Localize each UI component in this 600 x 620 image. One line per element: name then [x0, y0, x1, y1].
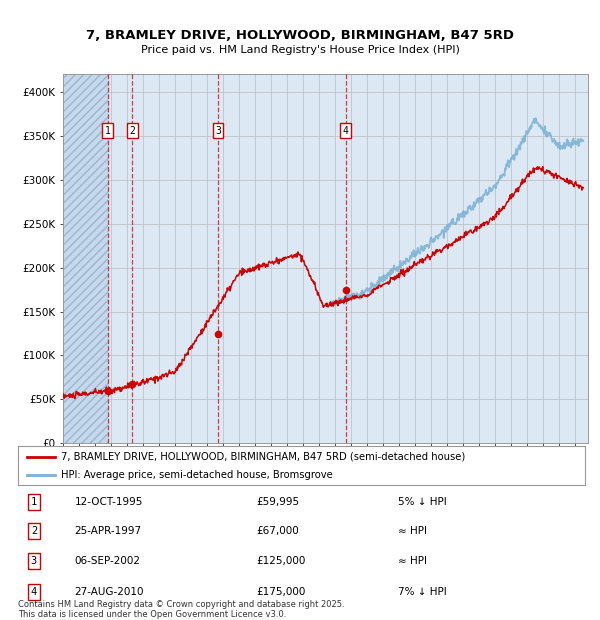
Text: ≈ HPI: ≈ HPI	[398, 556, 427, 566]
Text: 7% ↓ HPI: 7% ↓ HPI	[398, 587, 446, 597]
Text: £175,000: £175,000	[256, 587, 305, 597]
Text: 1: 1	[105, 126, 110, 136]
Text: 7, BRAMLEY DRIVE, HOLLYWOOD, BIRMINGHAM, B47 5RD (semi-detached house): 7, BRAMLEY DRIVE, HOLLYWOOD, BIRMINGHAM,…	[61, 452, 465, 462]
Text: £125,000: £125,000	[256, 556, 305, 566]
Text: 06-SEP-2002: 06-SEP-2002	[75, 556, 140, 566]
Bar	[63, 74, 107, 443]
Text: 2: 2	[31, 526, 37, 536]
Text: HPI: Average price, semi-detached house, Bromsgrove: HPI: Average price, semi-detached house,…	[61, 470, 332, 480]
Text: 25-APR-1997: 25-APR-1997	[75, 526, 142, 536]
Text: 3: 3	[31, 556, 37, 566]
Text: 27-AUG-2010: 27-AUG-2010	[75, 587, 144, 597]
Text: 1: 1	[31, 497, 37, 507]
Text: 5% ↓ HPI: 5% ↓ HPI	[398, 497, 446, 507]
Text: Price paid vs. HM Land Registry's House Price Index (HPI): Price paid vs. HM Land Registry's House …	[140, 45, 460, 55]
Text: 3: 3	[215, 126, 221, 136]
Text: 4: 4	[31, 587, 37, 597]
Text: 4: 4	[343, 126, 349, 136]
Text: 7, BRAMLEY DRIVE, HOLLYWOOD, BIRMINGHAM, B47 5RD: 7, BRAMLEY DRIVE, HOLLYWOOD, BIRMINGHAM,…	[86, 30, 514, 42]
Text: Contains HM Land Registry data © Crown copyright and database right 2025.
This d: Contains HM Land Registry data © Crown c…	[18, 600, 344, 619]
Text: £67,000: £67,000	[256, 526, 299, 536]
Text: 12-OCT-1995: 12-OCT-1995	[75, 497, 143, 507]
Text: ≈ HPI: ≈ HPI	[398, 526, 427, 536]
Bar	[63, 74, 107, 443]
Text: 2: 2	[129, 126, 135, 136]
Text: £59,995: £59,995	[256, 497, 299, 507]
